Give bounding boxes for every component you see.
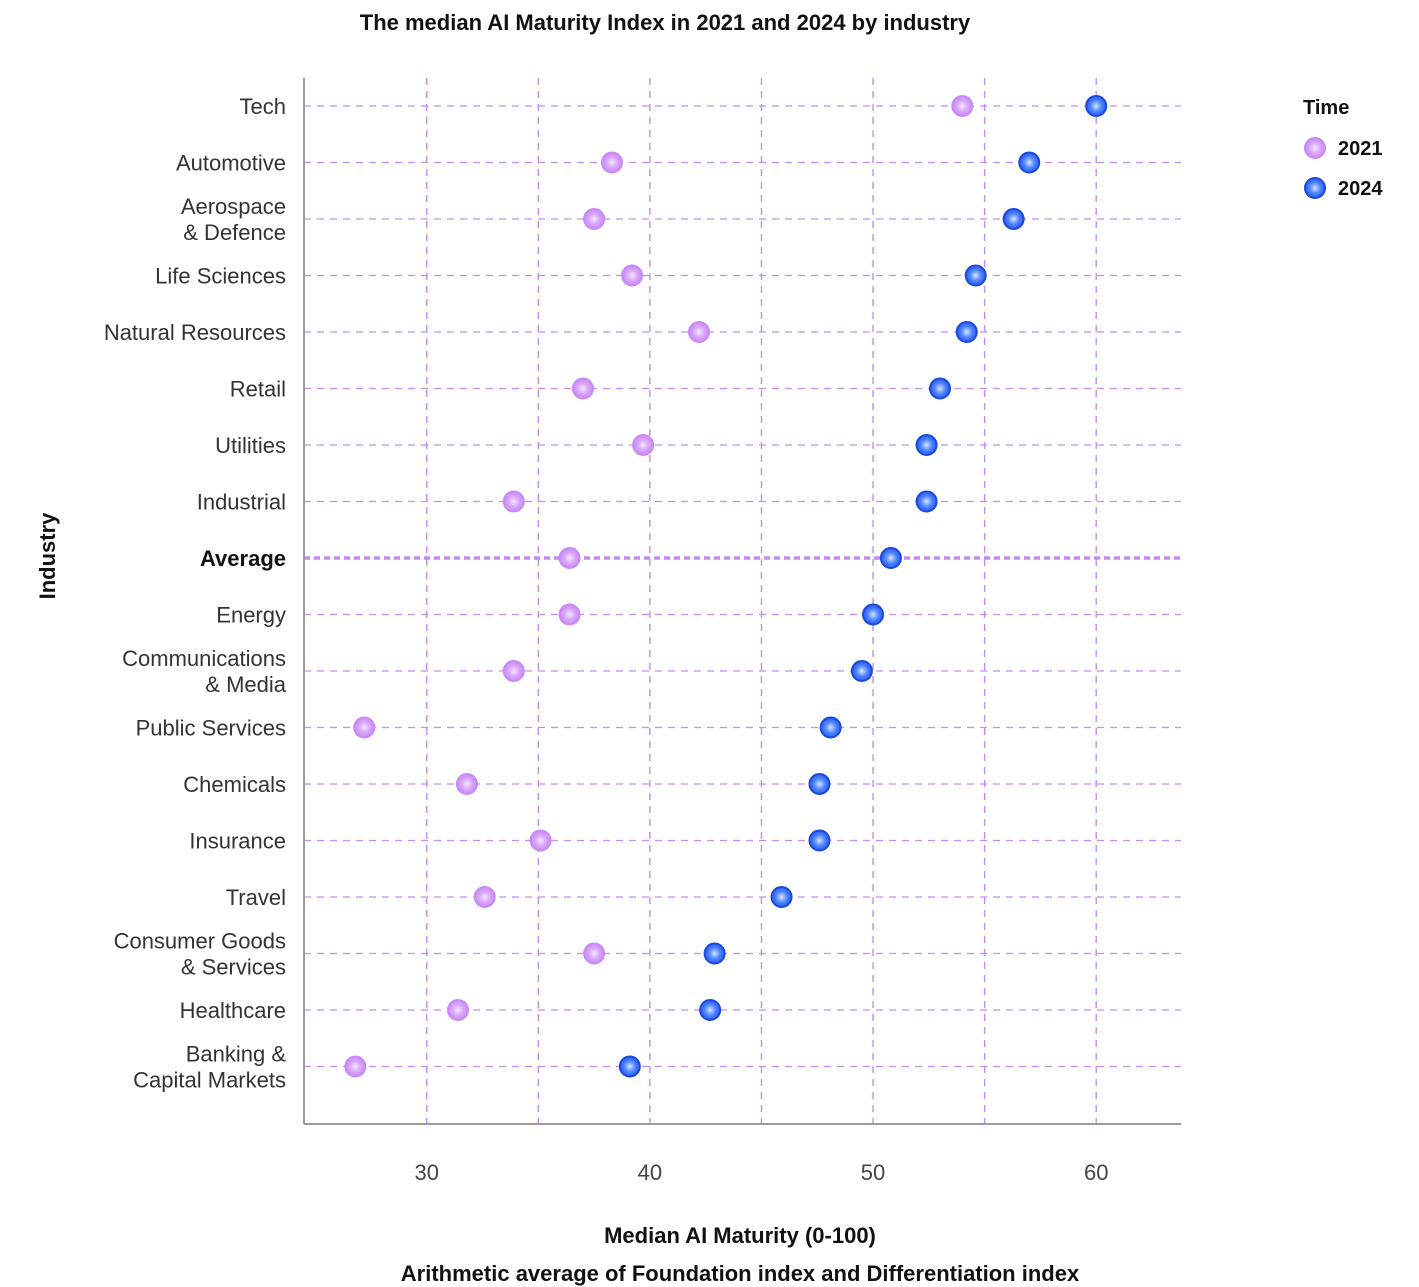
category-label: Utilities bbox=[215, 433, 286, 458]
category-label: Retail bbox=[230, 377, 286, 402]
category-labels: Tech Automotive Aerospace& Defence Life Sci… bbox=[104, 94, 287, 1093]
x-tick-label: 50 bbox=[861, 1160, 885, 1185]
x-axis-sublabel: Arithmetic average of Foundation index a… bbox=[401, 1261, 1080, 1286]
point-2024 bbox=[928, 377, 951, 400]
category-label: Life Sciences bbox=[155, 264, 286, 289]
point-2024 bbox=[1002, 208, 1025, 230]
category-label: Industrial bbox=[197, 490, 286, 515]
point-2024 bbox=[703, 942, 726, 965]
point-2024 bbox=[955, 321, 978, 343]
point-2024 bbox=[618, 1055, 641, 1078]
category-label: & Defence bbox=[183, 220, 286, 245]
category-label: & Services bbox=[181, 955, 286, 980]
category-label: Chemicals bbox=[183, 772, 286, 797]
point-2024 bbox=[1018, 151, 1041, 174]
axes bbox=[303, 78, 1181, 1125]
point-2021 bbox=[558, 547, 581, 569]
point-2021 bbox=[353, 716, 376, 739]
category-label: Aerospace bbox=[181, 194, 286, 219]
x-tick-labels: 30 40 50 60 bbox=[414, 1160, 1108, 1185]
legend-marker-2021 bbox=[1304, 137, 1326, 159]
point-2021 bbox=[621, 264, 644, 287]
point-2021 bbox=[583, 942, 606, 965]
point-2024 bbox=[862, 603, 885, 626]
dumbbell-marks bbox=[344, 95, 1108, 1078]
point-2021 bbox=[571, 377, 594, 400]
point-2024 bbox=[699, 999, 722, 1021]
category-label: Travel bbox=[226, 885, 286, 910]
point-2024 bbox=[819, 716, 842, 739]
category-label: Communications bbox=[122, 646, 286, 671]
point-2024 bbox=[770, 886, 793, 908]
category-label: Natural Resources bbox=[104, 320, 286, 345]
legend: Time 2021 2024 bbox=[1303, 97, 1383, 200]
point-2024 bbox=[879, 547, 902, 569]
point-2021 bbox=[951, 95, 974, 117]
point-2021 bbox=[632, 434, 655, 456]
grid bbox=[304, 78, 1181, 1124]
category-label: Banking & bbox=[186, 1042, 287, 1067]
point-2024 bbox=[915, 434, 938, 456]
category-label: & Media bbox=[205, 672, 286, 697]
category-label: Public Services bbox=[136, 716, 286, 741]
category-label: Consumer Goods bbox=[114, 929, 286, 954]
category-label: Energy bbox=[216, 603, 286, 628]
point-2024 bbox=[1085, 95, 1108, 117]
legend-title: Time bbox=[1303, 97, 1349, 119]
category-label: Automotive bbox=[176, 151, 286, 176]
x-tick-label: 30 bbox=[414, 1160, 438, 1185]
point-2024 bbox=[808, 829, 831, 852]
point-2021 bbox=[502, 490, 525, 513]
point-2021 bbox=[600, 151, 623, 174]
x-axis-label: Median AI Maturity (0-100) bbox=[604, 1223, 876, 1248]
category-label: Insurance bbox=[189, 829, 286, 854]
point-2024 bbox=[808, 773, 831, 795]
point-2024 bbox=[915, 490, 938, 513]
point-2021 bbox=[529, 829, 552, 852]
point-2021 bbox=[687, 321, 710, 343]
point-2021 bbox=[446, 999, 469, 1021]
legend-marker-2024 bbox=[1304, 177, 1326, 199]
category-label: Capital Markets bbox=[133, 1068, 286, 1093]
point-2024 bbox=[964, 264, 987, 287]
category-label: Tech bbox=[240, 94, 286, 119]
x-tick-label: 40 bbox=[638, 1160, 662, 1185]
point-2024 bbox=[850, 660, 873, 682]
y-axis-label: Industry bbox=[35, 512, 60, 600]
point-2021 bbox=[455, 773, 478, 795]
chart-title: The median AI Maturity Index in 2021 and… bbox=[360, 10, 971, 35]
legend-label-2021: 2021 bbox=[1338, 138, 1383, 160]
point-2021 bbox=[583, 208, 606, 230]
x-tick-label: 60 bbox=[1084, 1160, 1108, 1185]
point-2021 bbox=[473, 886, 496, 908]
category-label: Average bbox=[200, 546, 286, 571]
point-2021 bbox=[558, 603, 581, 626]
category-label: Healthcare bbox=[180, 998, 286, 1023]
point-2021 bbox=[502, 660, 525, 682]
point-2021 bbox=[344, 1055, 367, 1078]
legend-label-2024: 2024 bbox=[1338, 178, 1383, 200]
